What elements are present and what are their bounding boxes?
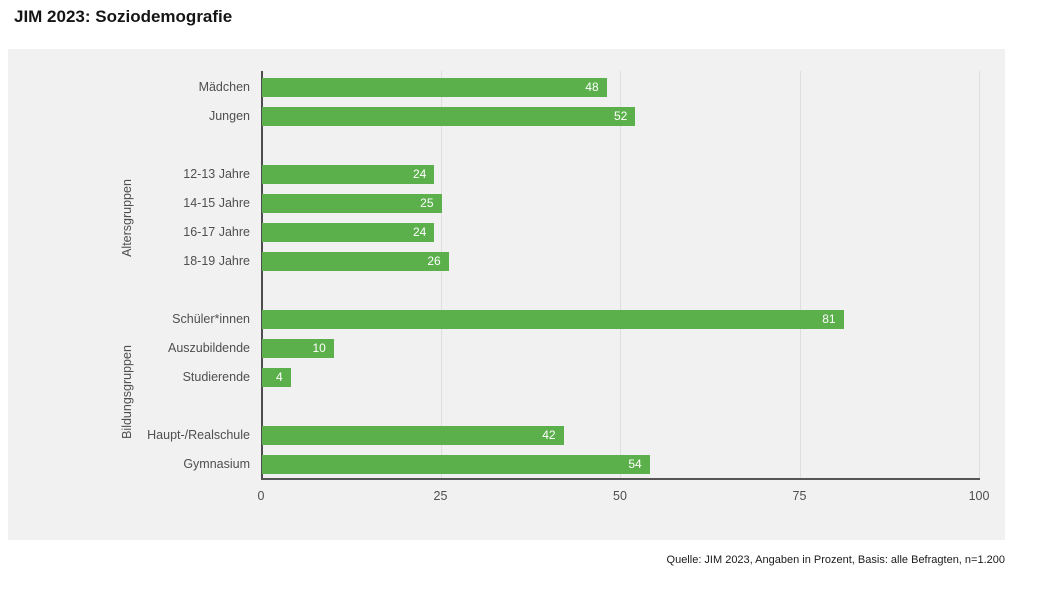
category-label: 12-13 Jahre	[183, 166, 250, 181]
category-label: 16-17 Jahre	[183, 224, 250, 239]
category-label: Mädchen	[198, 79, 250, 94]
bar-value-label: 24	[412, 166, 427, 181]
category-label: 18-19 Jahre	[183, 253, 250, 268]
x-tick-label: 50	[613, 489, 627, 503]
category-label: Schüler*innen	[172, 311, 250, 326]
x-tick-label: 25	[433, 489, 448, 503]
gridline	[799, 71, 801, 480]
group-side-label: Bildungsgruppen	[120, 344, 134, 439]
gridline	[440, 71, 442, 480]
bar: 52	[262, 106, 636, 126]
chart-panel: 0 25 50 75 100 Mädchen 48 Jungen 52 12-13 Jahre 24…	[8, 49, 1005, 540]
bar-value-label: 48	[585, 79, 599, 94]
category-label: Jungen	[208, 108, 250, 123]
x-axis-line	[261, 478, 980, 480]
chart-title: JIM 2023: Soziodemografie	[14, 7, 233, 26]
bar-value-label: 4	[276, 369, 283, 384]
category-label: Auszubildende	[167, 340, 250, 355]
x-tick-label: 100	[968, 489, 990, 503]
bar: 24	[262, 222, 435, 242]
bar: 54	[262, 454, 650, 474]
x-tick-label: 75	[792, 489, 807, 503]
category-label: Haupt-/Realschule	[147, 427, 250, 442]
x-tick-label: 0	[257, 489, 265, 503]
bar-value-label: 42	[542, 427, 556, 442]
bar-value-label: 10	[312, 340, 326, 355]
category-label: 14-15 Jahre	[183, 195, 250, 210]
bar: 25	[262, 193, 442, 213]
bar: 81	[262, 309, 844, 329]
bar-value-label: 25	[420, 195, 434, 210]
bar: 24	[262, 164, 435, 184]
bar: 4	[262, 367, 291, 387]
bar-value-label: 24	[412, 224, 427, 239]
bar-chart: 0 25 50 75 100 Mädchen 48 Jungen 52 12-13 Jahre 24…	[8, 49, 1005, 540]
bar: 42	[262, 425, 564, 445]
source-note: Quelle: JIM 2023, Angaben in Prozent, Ba…	[666, 554, 1005, 566]
group-side-label: Altersgruppen	[120, 178, 134, 257]
category-label: Studierende	[182, 369, 250, 384]
y-axis-line	[261, 71, 263, 480]
bar-value-label: 26	[427, 253, 441, 268]
gridline	[979, 71, 980, 480]
gridline	[620, 71, 621, 480]
bar-value-label: 52	[614, 108, 628, 123]
bar: 48	[262, 77, 607, 97]
bar-value-label: 81	[822, 311, 836, 326]
bar: 26	[262, 251, 449, 271]
bar-value-label: 54	[628, 456, 642, 471]
bar: 10	[262, 338, 334, 358]
category-label: Gymnasium	[183, 456, 250, 471]
